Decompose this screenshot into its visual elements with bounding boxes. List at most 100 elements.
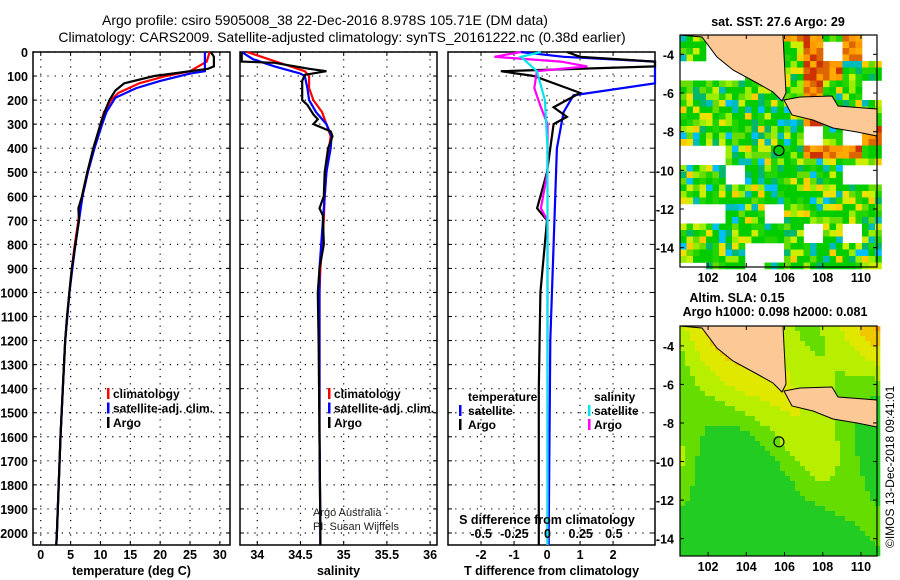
map-cell	[870, 436, 876, 442]
map-cell	[780, 416, 786, 422]
map-cell	[784, 132, 791, 140]
map-cell	[862, 158, 869, 166]
map-cell	[797, 48, 804, 55]
map-cell	[699, 139, 707, 146]
map-cell	[775, 471, 781, 477]
map-cell	[693, 132, 700, 140]
map-cell	[800, 356, 806, 362]
map-cell	[825, 471, 831, 477]
map-cell	[705, 476, 711, 482]
map-cell	[823, 197, 830, 205]
map-cell	[751, 165, 759, 172]
map-cell	[797, 204, 804, 211]
map-cell	[770, 511, 776, 517]
map-cell	[865, 476, 871, 482]
map-cell	[850, 476, 856, 482]
x-tick-label: 30	[213, 548, 227, 562]
map-cell	[699, 243, 707, 250]
map-cell	[820, 536, 826, 542]
map-cell	[719, 262, 726, 270]
map-cell	[760, 436, 766, 442]
map-cell	[862, 61, 869, 68]
map-cell	[855, 100, 863, 107]
map-cell	[860, 506, 866, 512]
map-cell	[855, 441, 861, 447]
map-cell	[745, 100, 752, 107]
map-cell	[830, 371, 836, 377]
map-cell	[738, 132, 746, 140]
map-cell	[790, 461, 796, 467]
map-cell	[790, 139, 798, 146]
map-cell	[810, 471, 816, 477]
map-cell	[730, 476, 736, 482]
map-cell	[816, 35, 824, 42]
map-cell	[690, 461, 696, 467]
map-cell	[835, 481, 841, 487]
map-cell	[738, 152, 746, 159]
map-cell	[700, 461, 706, 467]
map-cell	[725, 100, 733, 107]
map-cell	[850, 441, 856, 447]
map-cell	[790, 521, 796, 527]
map-cell	[755, 466, 761, 472]
map-cell	[797, 217, 804, 224]
map-cell	[870, 451, 876, 457]
map-cell	[785, 501, 791, 507]
map-cell	[700, 421, 706, 427]
map-cell	[740, 431, 746, 437]
map-cell	[715, 436, 721, 442]
map-cell	[785, 466, 791, 472]
map-cell	[825, 351, 831, 357]
map-cell	[740, 526, 746, 532]
map-cell	[875, 356, 881, 362]
map-cell	[860, 461, 866, 467]
map-cell	[790, 336, 796, 342]
map-cell	[751, 158, 759, 166]
map-cell	[680, 236, 687, 244]
map-cell	[715, 501, 721, 507]
map-cell	[830, 421, 836, 427]
map-cell	[805, 511, 811, 517]
depth-tick-label: 2000	[0, 527, 28, 541]
map-cell	[797, 139, 804, 146]
map-cell	[784, 119, 791, 127]
map-cell	[745, 106, 752, 114]
map-cell	[775, 536, 781, 542]
map-cell	[699, 126, 707, 133]
map-cell	[865, 516, 871, 522]
map-cell	[765, 461, 771, 467]
map-cell	[740, 471, 746, 477]
map-cell	[695, 501, 701, 507]
map-cell	[784, 210, 791, 218]
map-cell	[693, 80, 700, 88]
map-cell	[710, 531, 716, 537]
map-cell	[810, 526, 816, 532]
map-cell	[835, 526, 841, 532]
map-cell	[685, 491, 691, 497]
map-cell	[764, 191, 772, 198]
map-cell	[850, 376, 856, 382]
map-cell	[810, 416, 816, 422]
lon-tick-label: 106	[774, 271, 795, 285]
map-cell	[680, 501, 686, 507]
map-cell	[725, 204, 733, 211]
map-cell	[820, 521, 826, 527]
map-cell	[680, 165, 687, 172]
map-cell	[760, 536, 766, 542]
map-cell	[719, 87, 726, 94]
map-cell	[784, 80, 791, 88]
credit-text: ©IMOS 13-Dec-2018 09:41:01	[883, 385, 897, 548]
map-cell	[755, 416, 761, 422]
x-tick-label: 35.5	[375, 548, 399, 562]
map-cell	[732, 132, 739, 140]
map-cell	[803, 67, 811, 75]
map-cell	[840, 521, 846, 527]
map-cell	[695, 376, 701, 382]
map-cell	[680, 41, 687, 49]
map-cell	[816, 152, 824, 159]
map-cell	[775, 441, 781, 447]
map-cell	[855, 496, 861, 502]
map-cell	[823, 230, 830, 237]
map-cell	[695, 401, 701, 407]
map-cell	[732, 93, 739, 101]
